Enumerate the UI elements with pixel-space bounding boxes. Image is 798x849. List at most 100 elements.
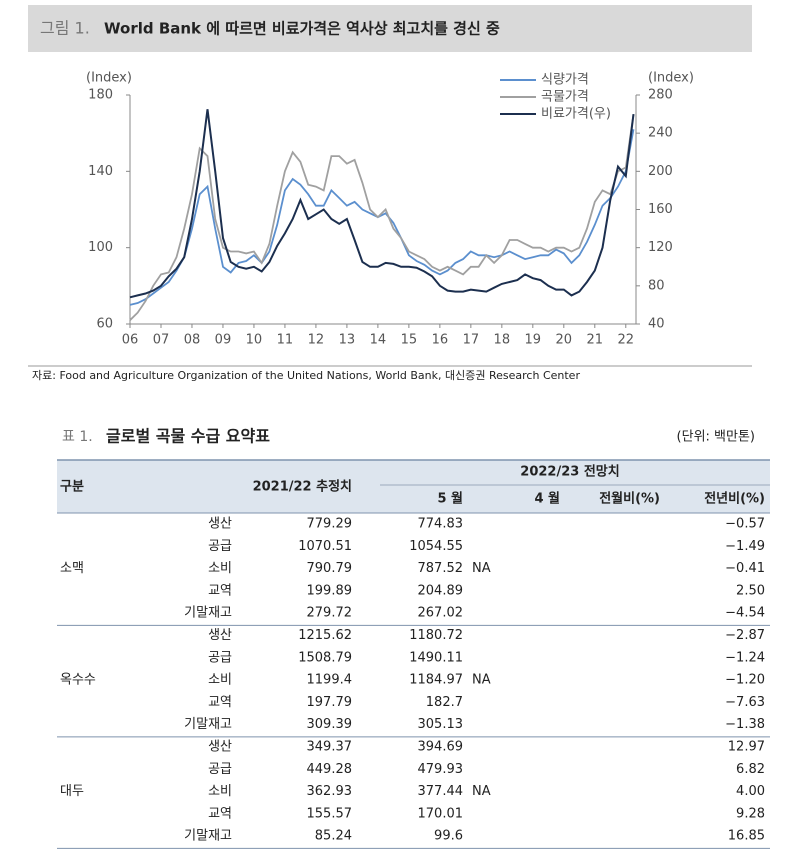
- cell: 394.69: [418, 740, 464, 755]
- na-cell: NA: [472, 673, 491, 688]
- cell: −1.24: [725, 650, 765, 665]
- cell: 기말재고: [184, 606, 232, 621]
- cell: 교역: [208, 806, 232, 821]
- x-tick-label: 09: [215, 333, 232, 348]
- y2-axis-label: (Index): [648, 71, 694, 86]
- cell: 790.79: [307, 561, 353, 576]
- cell: 소비: [208, 561, 232, 576]
- table-label: 표 1.: [62, 429, 93, 445]
- y2-tick-label: 120: [648, 240, 673, 255]
- cell: 기말재고: [184, 717, 232, 732]
- figure-title: World Bank 에 따르면 비료가격은 역사상 최고치를 경신 중: [104, 20, 500, 38]
- cell: 교역: [208, 695, 232, 710]
- th: 전월비(%): [599, 491, 660, 507]
- cell: 1184.97: [409, 673, 463, 688]
- cell: 1070.51: [298, 539, 352, 554]
- cell: 170.01: [418, 806, 464, 821]
- cell: −7.63: [725, 695, 765, 710]
- y-tick-label: 180: [88, 88, 113, 103]
- figure-title-bar: [28, 5, 752, 52]
- y-tick-label: 140: [88, 164, 113, 179]
- cell: 소비: [208, 784, 232, 799]
- figure-label: 그림 1.: [40, 19, 90, 38]
- cell: 349.37: [307, 740, 353, 755]
- th: 2021/22 추정치: [253, 479, 352, 495]
- x-tick-label: 22: [618, 333, 635, 348]
- cell: 12.97: [728, 740, 765, 755]
- cell: −1.38: [725, 717, 765, 732]
- y-tick-label: 100: [88, 240, 113, 255]
- th: 2022/23 전망치: [520, 464, 619, 480]
- cell: 779.29: [307, 517, 353, 532]
- y2-tick-label: 80: [648, 278, 665, 293]
- group-name: 옥수수: [60, 673, 96, 688]
- cell: 기말재고: [184, 829, 232, 844]
- cell: 479.93: [418, 762, 464, 777]
- table-unit: (단위: 백만톤): [677, 430, 755, 445]
- group-name: 대두: [60, 784, 84, 799]
- cell: 199.89: [307, 583, 353, 598]
- x-tick-label: 18: [494, 333, 511, 348]
- cell: 99.6: [434, 829, 463, 844]
- x-tick-label: 19: [525, 333, 542, 348]
- cell: 2.50: [736, 583, 765, 598]
- x-tick-label: 08: [184, 333, 201, 348]
- series-line: [129, 113, 635, 321]
- th: 전년비(%): [704, 491, 765, 507]
- x-tick-label: 06: [122, 333, 139, 348]
- cell: 309.39: [307, 717, 353, 732]
- cell: 생산: [208, 517, 232, 532]
- cell: 449.28: [307, 762, 353, 777]
- table-header-bg: [57, 460, 770, 513]
- x-tick-label: 17: [463, 333, 480, 348]
- y2-tick-label: 240: [648, 126, 673, 141]
- cell: 155.57: [307, 806, 353, 821]
- cell: 1180.72: [409, 628, 463, 643]
- cell: 377.44: [418, 784, 464, 799]
- y2-tick-label: 280: [648, 88, 673, 103]
- y-tick-label: 60: [96, 317, 113, 332]
- x-tick-label: 11: [277, 333, 294, 348]
- x-tick-label: 13: [339, 333, 356, 348]
- source: 자료: Food and Agriculture Organization of…: [32, 369, 580, 382]
- legend-label: 곡물가격: [541, 90, 589, 105]
- cell: −2.87: [725, 628, 765, 643]
- cell: −1.49: [725, 539, 765, 554]
- x-tick-label: 21: [587, 333, 604, 348]
- y2-tick-label: 40: [648, 317, 665, 332]
- x-tick-label: 07: [153, 333, 170, 348]
- table-title: 글로벌 곡물 수급 요약표: [106, 427, 270, 446]
- cell: 1508.79: [298, 650, 352, 665]
- y-axis-label: (Index): [86, 71, 132, 86]
- cell: 9.28: [736, 806, 765, 821]
- cell: 생산: [208, 628, 232, 643]
- cell: 1199.4: [307, 673, 353, 688]
- cell: 공급: [208, 650, 232, 665]
- th: 5 월: [437, 491, 463, 507]
- cell: 1490.11: [409, 650, 463, 665]
- cell: 1215.62: [298, 628, 352, 643]
- th: 구분: [60, 480, 84, 495]
- cell: 공급: [208, 762, 232, 777]
- cell: 1054.55: [409, 539, 463, 554]
- cell: 4.00: [736, 784, 765, 799]
- y2-tick-label: 200: [648, 164, 673, 179]
- na-cell: NA: [472, 561, 491, 576]
- cell: 85.24: [315, 829, 352, 844]
- cell: 267.02: [418, 606, 464, 621]
- cell: 305.13: [418, 717, 464, 732]
- series-line: [129, 109, 635, 299]
- x-tick-label: 20: [556, 333, 573, 348]
- x-tick-label: 15: [401, 333, 418, 348]
- cell: 182.7: [426, 695, 463, 710]
- legend-label: 식량가격: [541, 73, 589, 88]
- th: 4 월: [534, 491, 560, 507]
- cell: 204.89: [418, 583, 464, 598]
- cell: 362.93: [307, 784, 353, 799]
- cell: 279.72: [307, 606, 353, 621]
- cell: −0.41: [725, 561, 765, 576]
- cell: −0.57: [725, 517, 765, 532]
- x-tick-label: 16: [432, 333, 449, 348]
- y2-tick-label: 160: [648, 202, 673, 217]
